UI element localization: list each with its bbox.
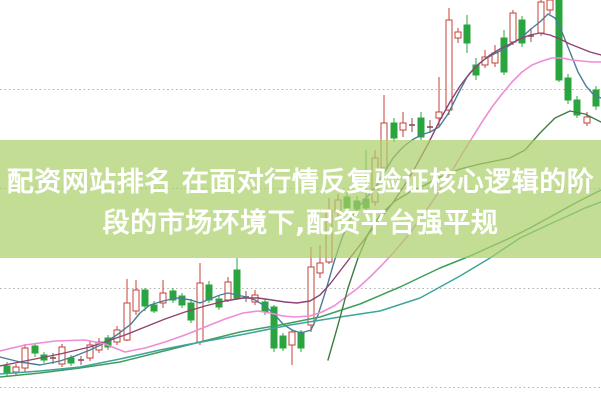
headline-line-2: 段的市场环境下,配资平台强平规 bbox=[102, 208, 499, 239]
headline-line-1: 配资网站排名 在面对行情反复验证核心逻辑的阶 bbox=[6, 167, 595, 198]
headline-band: 配资网站排名 在面对行情反复验证核心逻辑的阶 段的市场环境下,配资平台强平规 bbox=[0, 140, 601, 258]
